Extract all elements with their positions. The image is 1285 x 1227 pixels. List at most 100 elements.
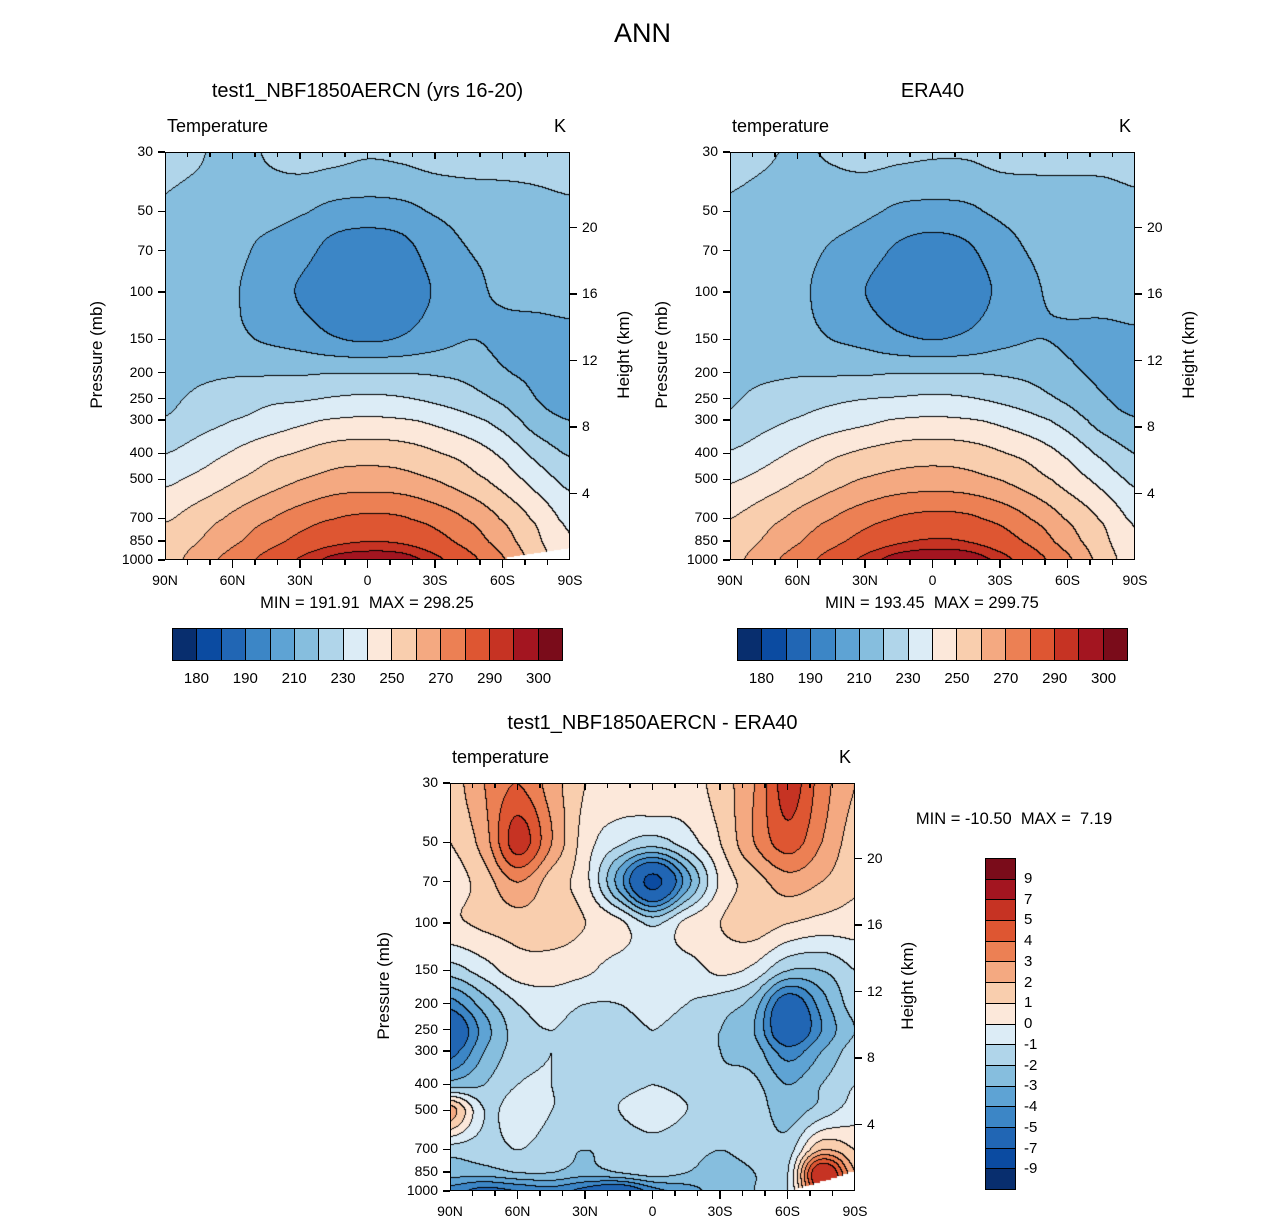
lat-tick-top xyxy=(389,152,391,157)
lat-tick-top xyxy=(501,152,504,159)
colorbar-cell xyxy=(986,940,1015,962)
pressure-tick xyxy=(443,1148,450,1151)
field-label: temperature xyxy=(452,747,550,767)
lat-tick-bottom xyxy=(976,560,979,565)
lat-tick-top xyxy=(629,783,631,788)
colorbar-tick-label: 210 xyxy=(846,670,872,687)
lat-tick-top xyxy=(276,152,279,157)
lat-tick-bottom xyxy=(479,560,481,565)
lat-tick-top xyxy=(524,152,526,157)
pressure-tick-label: 200 xyxy=(414,994,438,1011)
lat-tick-top xyxy=(231,152,234,159)
lat-tick-label: 90N xyxy=(437,1203,463,1219)
pressure-tick xyxy=(723,210,730,213)
units-label: K xyxy=(553,116,566,136)
lat-tick-bottom xyxy=(886,560,889,565)
lat-tick-bottom xyxy=(606,1191,609,1196)
lat-tick-bottom xyxy=(254,560,256,565)
pressure-tick xyxy=(443,922,450,924)
lat-tick-top xyxy=(909,152,911,157)
pressure-tick xyxy=(158,151,165,153)
lat-tick-top xyxy=(321,152,324,157)
pressure-tick xyxy=(443,969,450,971)
height-tick-label: 20 xyxy=(1147,218,1163,235)
height-tick xyxy=(570,492,577,495)
lat-tick-bottom xyxy=(546,560,549,565)
colorbar-cell xyxy=(986,1064,1015,1086)
panel-title: test1_NBF1850AERCN (yrs 16-20) xyxy=(211,80,524,102)
colorbar-cell xyxy=(269,629,294,660)
pressure-tick xyxy=(723,540,730,542)
lat-tick-top xyxy=(516,783,519,790)
lat-tick-bottom xyxy=(494,1191,496,1196)
colorbar-tick-label: 3 xyxy=(1024,952,1033,970)
pressure-tick-label: 250 xyxy=(694,389,718,406)
colorbar-tick-label: 2 xyxy=(1024,973,1033,991)
lat-tick-top xyxy=(764,783,766,788)
lat-tick-bottom xyxy=(516,1191,519,1199)
pressure-tick-label: 1000 xyxy=(121,551,153,567)
lat-tick-top xyxy=(1066,152,1069,159)
pressure-tick xyxy=(443,1171,450,1173)
colorbar-tick-label: 230 xyxy=(330,670,356,687)
pressure-tick xyxy=(443,782,450,784)
height-tick xyxy=(1135,492,1142,495)
colorbar-tick-label: 290 xyxy=(477,670,503,687)
colorbar-tick-label: 7 xyxy=(1024,890,1033,908)
colorbar-tick-label: 180 xyxy=(183,670,209,687)
lat-tick-bottom xyxy=(864,560,866,568)
pressure-tick-label: 850 xyxy=(129,532,153,549)
pressure-tick-label: 100 xyxy=(414,914,438,931)
colorbar-tick-label: -4 xyxy=(1024,1098,1038,1115)
lat-tick-bottom xyxy=(909,560,911,565)
pressure-tick-label: 200 xyxy=(129,363,153,380)
colorbar-cell xyxy=(1102,629,1127,660)
lat-tick-top xyxy=(411,152,414,157)
lat-tick-bottom xyxy=(674,1191,676,1196)
pressure-axis-label: Pressure (mb) xyxy=(87,300,107,409)
lat-tick-bottom xyxy=(651,1191,654,1199)
height-tick xyxy=(570,293,577,295)
lat-tick-bottom xyxy=(539,1191,541,1196)
height-tick-label: 8 xyxy=(1147,418,1155,435)
contour-plot-era xyxy=(730,152,1135,560)
colorbar-cell xyxy=(883,629,908,660)
pressure-tick xyxy=(158,478,165,481)
height-tick xyxy=(1135,426,1142,428)
lat-tick-bottom xyxy=(344,560,346,565)
pressure-tick-label: 70 xyxy=(422,872,438,889)
minmax-label: MIN = 193.45 MAX = 299.75 xyxy=(825,594,1039,612)
colorbar-cell xyxy=(986,1106,1015,1127)
colorbar-cell xyxy=(986,961,1015,983)
lat-tick-label: 60N xyxy=(219,572,246,588)
lat-tick-bottom xyxy=(999,560,1001,568)
pressure-tick-label: 150 xyxy=(129,330,153,347)
pressure-tick xyxy=(443,841,450,844)
figure-title: ANN xyxy=(613,18,671,48)
height-tick xyxy=(855,924,862,926)
lat-tick-bottom xyxy=(831,1191,834,1196)
lat-tick-top xyxy=(651,783,654,790)
colorbar-cell xyxy=(907,629,932,660)
colorbar-cell xyxy=(464,629,489,660)
colorbar-tick-label: 300 xyxy=(526,670,552,687)
colorbar-cell xyxy=(440,629,465,660)
pressure-tick-label: 1000 xyxy=(686,551,718,567)
lat-tick-top xyxy=(209,152,211,157)
lat-tick-label: 0 xyxy=(363,572,372,588)
lat-tick-bottom xyxy=(719,1191,721,1199)
lat-tick-bottom xyxy=(1089,560,1091,565)
colorbar-cell xyxy=(1053,629,1079,660)
pressure-tick xyxy=(158,559,165,561)
colorbar-cell xyxy=(245,629,270,660)
pressure-tick xyxy=(443,880,450,883)
height-axis-label: Height (km) xyxy=(1179,310,1199,399)
pressure-tick-label: 200 xyxy=(694,363,718,380)
colorbar-tick-label: -7 xyxy=(1024,1139,1038,1157)
pressure-tick xyxy=(443,1109,450,1112)
pressure-tick-label: 700 xyxy=(414,1140,438,1157)
lat-tick-top xyxy=(186,152,189,157)
colorbar-cell xyxy=(785,629,811,660)
contour-plot-model xyxy=(165,152,570,560)
